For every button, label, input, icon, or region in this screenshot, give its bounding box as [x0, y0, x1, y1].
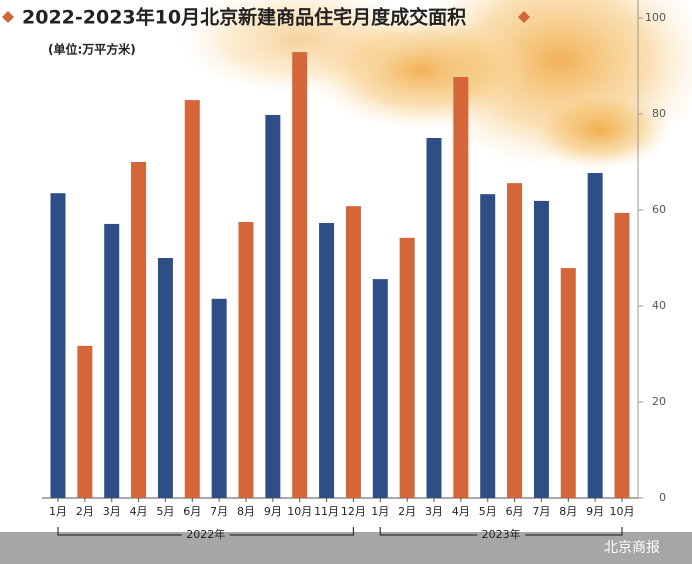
group-bracket — [379, 527, 623, 536]
bar — [184, 100, 200, 498]
y-tick-label: 60 — [652, 203, 666, 216]
y-tick-label: 100 — [645, 11, 666, 24]
title-diamond — [518, 11, 530, 23]
bar — [399, 237, 415, 498]
group-label: 2023年 — [482, 527, 521, 541]
bar — [507, 183, 523, 498]
bar — [560, 268, 576, 498]
bar — [614, 212, 630, 498]
x-tick-label: 4月 — [130, 505, 148, 518]
bar — [533, 200, 549, 498]
subtitle: (单位:万平方米) — [48, 42, 136, 57]
source: 北京商报 — [604, 540, 660, 556]
y-tick-label: 20 — [652, 395, 666, 408]
bar — [480, 194, 496, 498]
x-tick-label: 3月 — [425, 505, 443, 518]
x-tick-label: 6月 — [183, 505, 201, 518]
x-tick-label: 8月 — [559, 505, 577, 518]
x-tick-label: 7月 — [532, 505, 550, 518]
x-tick-label: 7月 — [210, 505, 228, 518]
background-cloud — [180, 0, 692, 170]
x-tick-label: 3月 — [103, 505, 121, 518]
bar — [372, 279, 388, 498]
bar — [453, 77, 469, 498]
x-tick-label: 9月 — [586, 505, 604, 518]
bar — [131, 162, 147, 498]
x-tick-label: 1月 — [49, 505, 67, 518]
title-diamond — [2, 11, 14, 23]
x-tick-label: 8月 — [237, 505, 255, 518]
x-tick-label: 5月 — [479, 505, 497, 518]
y-tick-label: 40 — [652, 299, 666, 312]
group-label: 2022年 — [186, 527, 225, 541]
bar — [345, 206, 361, 498]
y-tick-label: 80 — [652, 107, 666, 120]
group-bracket — [57, 527, 355, 536]
bar — [587, 173, 603, 499]
x-tick-label: 2月 — [76, 505, 94, 518]
x-tick-label: 10月 — [610, 505, 635, 518]
x-tick-label: 9月 — [264, 505, 282, 518]
bar — [50, 193, 66, 498]
x-tick-label: 11月 — [314, 505, 339, 518]
y-tick-label: 0 — [659, 491, 666, 504]
bar — [426, 138, 442, 498]
x-tick-label: 5月 — [156, 505, 174, 518]
bar — [157, 258, 173, 498]
x-tick-label: 4月 — [452, 505, 470, 518]
bar — [319, 222, 335, 498]
bar — [265, 114, 281, 499]
chart-title: 2022-2023年10月北京新建商品住宅月度成交面积 — [22, 6, 466, 29]
footer-band — [0, 532, 692, 564]
bar — [77, 345, 93, 498]
x-tick-label: 1月 — [371, 505, 389, 518]
bar — [104, 223, 120, 499]
bar — [211, 298, 227, 498]
bar — [238, 222, 254, 498]
bar — [292, 52, 308, 499]
x-tick-label: 6月 — [506, 505, 524, 518]
x-tick-label: 10月 — [287, 505, 312, 518]
x-tick-label: 2月 — [398, 505, 416, 518]
x-tick-label: 12月 — [341, 505, 366, 518]
